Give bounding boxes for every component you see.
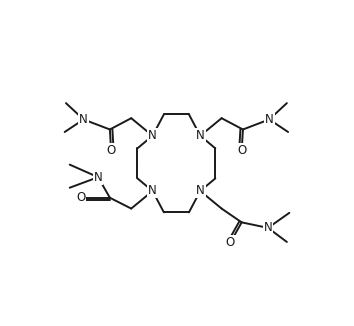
- Text: N: N: [196, 185, 205, 198]
- Text: N: N: [148, 129, 157, 142]
- Text: N: N: [148, 185, 157, 198]
- Text: O: O: [226, 236, 235, 249]
- Text: N: N: [196, 129, 205, 142]
- Text: O: O: [107, 144, 116, 157]
- Text: O: O: [237, 144, 246, 157]
- Text: N: N: [79, 113, 88, 126]
- Text: N: N: [264, 221, 272, 234]
- Text: O: O: [76, 191, 85, 204]
- Text: N: N: [94, 171, 102, 184]
- Text: N: N: [265, 113, 274, 126]
